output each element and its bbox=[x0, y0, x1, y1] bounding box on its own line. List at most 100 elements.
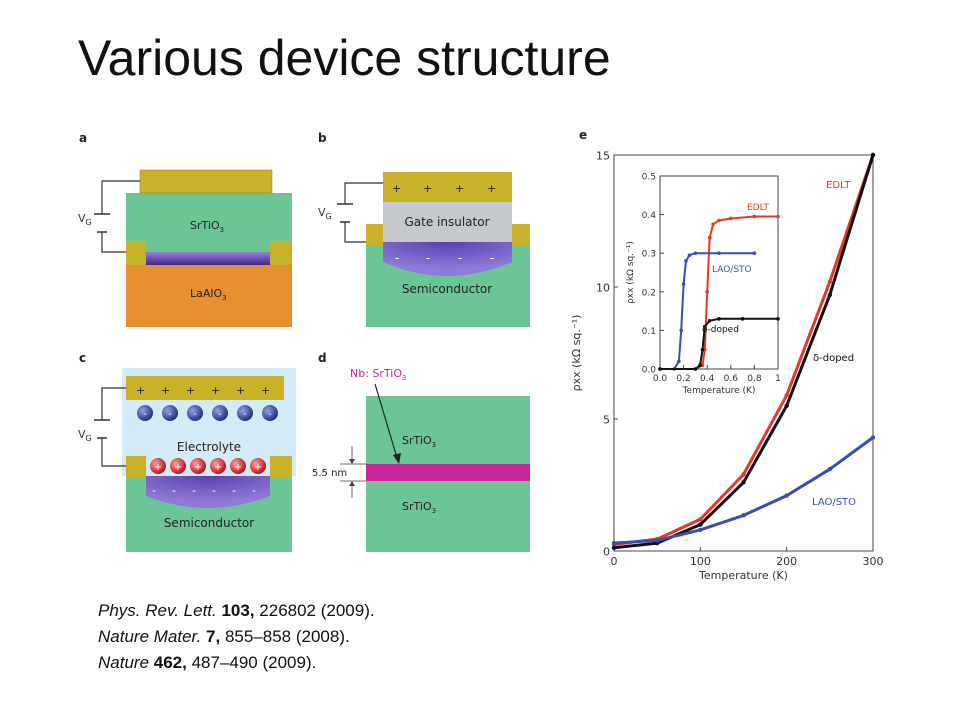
drain-electrode bbox=[270, 456, 292, 478]
main-xtick-label: 300 bbox=[863, 555, 884, 568]
laalo3-substrate bbox=[126, 265, 292, 327]
panel-b: b VG + + + + - - - - Gate insulator Semi… bbox=[318, 131, 530, 327]
svg-text:-: - bbox=[218, 409, 222, 420]
svg-text:+: + bbox=[174, 462, 182, 473]
anion bbox=[137, 405, 153, 421]
svg-text:-: - bbox=[152, 484, 156, 497]
svg-text:-: - bbox=[193, 409, 197, 420]
cation bbox=[190, 458, 206, 474]
inset-point bbox=[679, 328, 684, 333]
inset-point bbox=[703, 324, 707, 329]
inset-point bbox=[698, 363, 702, 367]
2deg-channel bbox=[146, 252, 270, 265]
svg-text:-: - bbox=[268, 409, 272, 420]
svg-text:+: + bbox=[186, 384, 195, 397]
inset-xtick-label: 0.6 bbox=[724, 374, 739, 384]
semiconductor-label: Semiconductor bbox=[164, 516, 254, 530]
inset-xtick-label: 0.8 bbox=[747, 374, 762, 384]
main-ytick-label: 0 bbox=[603, 546, 610, 559]
references: Phys. Rev. Lett. 103, 226802 (2009). Nat… bbox=[98, 598, 375, 676]
annotation-arrow bbox=[374, 383, 399, 462]
panel-e-letter: e bbox=[579, 128, 587, 142]
inset-ytick-label: 0.1 bbox=[642, 327, 656, 337]
main-point bbox=[698, 527, 703, 533]
svg-text:-: - bbox=[426, 251, 430, 265]
inset-ytick-label: 0.4 bbox=[642, 211, 657, 221]
main-series-2 bbox=[613, 436, 874, 545]
inset-series-label-2: δ-doped bbox=[702, 325, 739, 335]
svg-text:-: - bbox=[395, 251, 399, 265]
gate-electrode bbox=[383, 172, 512, 202]
inset-point bbox=[700, 347, 705, 352]
inset-point bbox=[752, 214, 757, 219]
cation bbox=[170, 458, 186, 474]
svg-text:-: - bbox=[252, 484, 256, 497]
svg-text:-: - bbox=[168, 409, 172, 420]
svg-text:-: - bbox=[143, 409, 147, 420]
srtio3-bottom-label: SrTiO3 bbox=[402, 500, 436, 515]
nb-doped-layer bbox=[366, 464, 530, 481]
thickness-label: 5.5 nm bbox=[312, 468, 347, 479]
drain-electrode bbox=[512, 224, 530, 246]
accumulation-layer bbox=[146, 476, 270, 508]
main-ylabel: ρxx (kΩ sq.⁻¹) bbox=[570, 315, 583, 392]
svg-text:-: - bbox=[458, 251, 462, 265]
source-electrode bbox=[366, 224, 383, 246]
inset-point bbox=[717, 251, 721, 255]
plus-charges-gate: + + + + + + bbox=[136, 384, 270, 397]
svg-text:+: + bbox=[455, 182, 464, 195]
source-electrode bbox=[126, 456, 146, 478]
panel-d: d Nb: SrTiO3 SrTiO3 SrTiO3 5.5 nm bbox=[312, 351, 530, 552]
inset-xlabel: Temperature (K) bbox=[682, 386, 756, 396]
cation bbox=[250, 458, 266, 474]
svg-text:-: - bbox=[212, 484, 216, 497]
inset-point bbox=[776, 317, 780, 321]
inset-ytick-label: 0.3 bbox=[642, 250, 656, 260]
cation bbox=[150, 458, 166, 474]
nb-srtio3-label: Nb: SrTiO3 bbox=[350, 367, 406, 382]
svg-text:+: + bbox=[392, 182, 401, 195]
svg-text:+: + bbox=[261, 384, 270, 397]
panel-a-letter: a bbox=[79, 131, 87, 145]
inset-xtick-label: 0.2 bbox=[676, 374, 690, 384]
inset-point bbox=[693, 367, 698, 371]
svg-text:-: - bbox=[232, 484, 236, 497]
panel-e: e 0 100 200 300 0 5 10 15 Temperature (K) ρxx (kΩ… bbox=[570, 128, 884, 582]
inset-ytick-label: 0.0 bbox=[642, 366, 657, 376]
inset-point bbox=[752, 251, 757, 255]
panel-c: c VG + + + + + + - - - bbox=[78, 351, 296, 552]
inset-xtick-label: 0.4 bbox=[700, 374, 715, 384]
main-xtick-label: 100 bbox=[690, 555, 711, 568]
inset-point bbox=[776, 214, 780, 219]
svg-text:-: - bbox=[243, 409, 247, 420]
inset-point bbox=[684, 259, 688, 263]
cation bbox=[210, 458, 226, 474]
svg-text:-: - bbox=[490, 251, 494, 265]
inset-chart: 0.0 0.2 0.4 0.6 0.8 1 0.0 0.1 0.2 0.3 0.4 0.5 Temper… bbox=[626, 173, 781, 397]
semiconductor-label: Semiconductor bbox=[402, 282, 492, 296]
inset-point bbox=[711, 222, 715, 227]
gate-insulator-label: Gate insulator bbox=[404, 215, 489, 229]
inset-point bbox=[687, 253, 692, 257]
main-point bbox=[827, 292, 833, 298]
main-frame bbox=[613, 154, 874, 552]
inset-point bbox=[729, 216, 733, 221]
electrolyte-label: Electrolyte bbox=[177, 440, 241, 454]
cations: + + + + + + bbox=[150, 458, 266, 474]
main-point bbox=[741, 480, 746, 485]
minus-charges-channel: - - - - - - bbox=[152, 484, 256, 497]
svg-text:+: + bbox=[487, 182, 496, 195]
panel-c-letter: c bbox=[79, 351, 86, 365]
inset-series-1 bbox=[660, 252, 755, 370]
main-point bbox=[611, 545, 617, 551]
inset-ytick-label: 0.5 bbox=[642, 173, 656, 183]
inset-point bbox=[717, 218, 721, 223]
main-point bbox=[698, 522, 703, 527]
gate-electrode bbox=[126, 376, 284, 400]
svg-text:+: + bbox=[423, 182, 432, 195]
svg-text:+: + bbox=[234, 462, 242, 473]
main-point bbox=[698, 517, 703, 522]
main-point bbox=[784, 403, 789, 408]
anion bbox=[237, 405, 253, 421]
main-series-label-2: LAO/STO bbox=[812, 497, 856, 508]
